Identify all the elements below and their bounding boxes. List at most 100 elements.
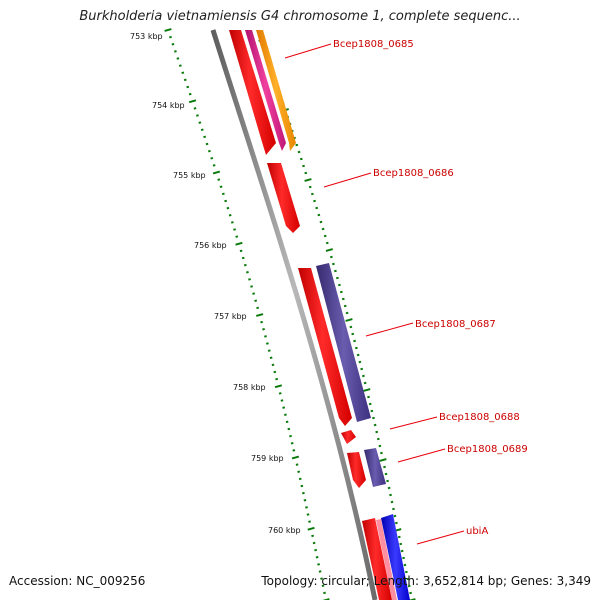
ruler-minor-tick xyxy=(343,304,347,308)
ruler-tick-label: 758 kbp xyxy=(233,383,266,392)
ruler-minor-tick xyxy=(260,320,264,324)
gene-labels: Bcep1808_0685 Bcep1808_0686 Bcep1808_068… xyxy=(333,39,528,537)
ruler-minor-tick xyxy=(250,285,254,288)
ruler-minor-tick xyxy=(246,270,249,274)
ruler-minor-tick xyxy=(221,192,225,196)
ruler-minor-tick xyxy=(301,491,305,495)
ruler-minor-tick xyxy=(311,534,315,538)
ruler-minor-tick xyxy=(196,114,199,117)
ruler-major-tick xyxy=(363,388,371,392)
ruler-minor-tick xyxy=(186,85,190,89)
gene-label-bcep1808-0688[interactable]: Bcep1808_0688 xyxy=(439,412,520,423)
ruler-minor-tick xyxy=(271,363,275,367)
ruler-minor-tick xyxy=(228,213,232,217)
gene-feature-bcep1808-0685-magenta[interactable] xyxy=(245,30,286,151)
ruler-minor-tick xyxy=(387,486,391,490)
ruler-minor-tick xyxy=(380,451,383,455)
ruler-minor-tick xyxy=(317,213,321,217)
ruler-minor-tick xyxy=(252,292,256,295)
ruler-minor-tick xyxy=(290,441,294,445)
ruler-minor-tick xyxy=(384,472,388,476)
ruler-minor-tick xyxy=(321,584,325,588)
ruler-minor-tick xyxy=(349,325,353,329)
ruler-minor-tick xyxy=(354,346,358,350)
ruler-minor-tick xyxy=(303,498,307,502)
gene-feature-ubia-pink[interactable] xyxy=(376,519,397,600)
gene-feature-bcep1808-0685-orange[interactable] xyxy=(256,30,296,151)
ruler-major-tick xyxy=(188,99,197,104)
ruler-minor-tick xyxy=(386,479,389,483)
ruler-minor-tick xyxy=(376,437,380,441)
ruler-minor-tick xyxy=(299,157,303,161)
ruler-minor-tick xyxy=(337,283,341,287)
gene-feature-bcep1808-0689[interactable] xyxy=(347,452,366,488)
ruler-minor-tick xyxy=(282,406,286,409)
ruler-minor-tick xyxy=(181,71,185,75)
ruler-minor-tick xyxy=(375,430,379,434)
topology-summary: Topology: circular; Length: 3,652,814 bp… xyxy=(261,574,591,588)
gene-feature-bcep1808-0688[interactable] xyxy=(341,430,356,444)
ruler-minor-tick xyxy=(407,584,411,588)
gene-feature-bcep1808-0685[interactable] xyxy=(229,30,276,155)
ruler-major-tick xyxy=(274,384,283,389)
ruler-minor-tick xyxy=(280,399,284,402)
gene-feature-ubia[interactable] xyxy=(362,518,392,600)
ruler-minor-tick xyxy=(373,423,377,427)
ruler-minor-tick xyxy=(256,306,260,310)
ruler-minor-tick xyxy=(219,185,223,189)
ruler-major-tick xyxy=(322,598,330,600)
ruler-major-tick xyxy=(235,241,243,246)
ruler-major-tick xyxy=(256,313,264,317)
ruler-minor-tick xyxy=(404,570,408,574)
ruler-minor-tick xyxy=(269,356,273,360)
ruler-minor-tick xyxy=(254,299,258,303)
ruler-minor-tick xyxy=(304,171,308,175)
ruler-major-tick xyxy=(325,248,333,252)
ruler-minor-tick xyxy=(233,228,236,231)
gene-label-leaders xyxy=(284,43,465,545)
ruler-minor-tick xyxy=(320,577,323,580)
gene-features xyxy=(229,30,410,600)
map-title: Burkholderia vietnamiensis G4 chromosome… xyxy=(79,9,521,24)
gene-label-bcep1808-0686[interactable]: Bcep1808_0686 xyxy=(373,168,454,179)
ruler-minor-tick xyxy=(353,339,356,343)
gene-feature-ubia-blue[interactable] xyxy=(381,514,410,600)
ruler-minor-tick xyxy=(171,42,175,46)
ruler-minor-tick xyxy=(178,64,182,67)
ruler-minor-tick xyxy=(378,444,382,448)
ruler-minor-tick xyxy=(188,92,192,96)
ruler-minor-tick xyxy=(370,409,374,413)
ruler-minor-tick xyxy=(241,256,245,260)
ruler-minor-tick xyxy=(368,402,372,406)
gene-label-bcep1808-0689[interactable]: Bcep1808_0689 xyxy=(447,444,528,455)
gene-label-bcep1808-0687[interactable]: Bcep1808_0687 xyxy=(415,319,496,330)
ruler-minor-tick xyxy=(298,477,302,481)
ruler-minor-tick xyxy=(329,255,333,259)
ruler-minor-tick xyxy=(390,500,394,504)
ruler-minor-tick xyxy=(212,164,216,167)
ruler-major-tick xyxy=(408,598,416,600)
chromosome-backbone xyxy=(210,29,378,600)
ruler-minor-tick xyxy=(319,220,323,224)
ruler-major-tick xyxy=(291,455,300,460)
gene-feature-bcep1808-0689-purple[interactable] xyxy=(364,448,386,487)
ruler-tick-label: 755 kbp xyxy=(173,171,206,180)
gene-feature-bcep1808-0687-purple[interactable] xyxy=(316,263,371,422)
ruler-tick-label: 759 kbp xyxy=(251,454,284,463)
gene-label-bcep1808-0685[interactable]: Bcep1808_0685 xyxy=(333,39,414,50)
ruler-minor-tick xyxy=(323,591,326,595)
ruler-minor-tick xyxy=(331,262,335,266)
ruler-minor-tick xyxy=(351,332,355,336)
ruler-minor-tick xyxy=(339,290,343,294)
gene-label-ubia[interactable]: ubiA xyxy=(466,526,488,537)
ruler-minor-tick xyxy=(275,377,279,381)
ruler-minor-tick xyxy=(169,35,172,39)
ruler-major-tick xyxy=(345,318,353,322)
gene-feature-bcep1808-0687[interactable] xyxy=(298,268,352,426)
ruler-minor-tick xyxy=(310,192,314,196)
ruler-minor-tick xyxy=(230,221,234,224)
ruler-major-tick xyxy=(212,170,221,175)
ruler-minor-tick xyxy=(224,199,228,203)
gene-feature-bcep1808-0686[interactable] xyxy=(267,163,300,233)
